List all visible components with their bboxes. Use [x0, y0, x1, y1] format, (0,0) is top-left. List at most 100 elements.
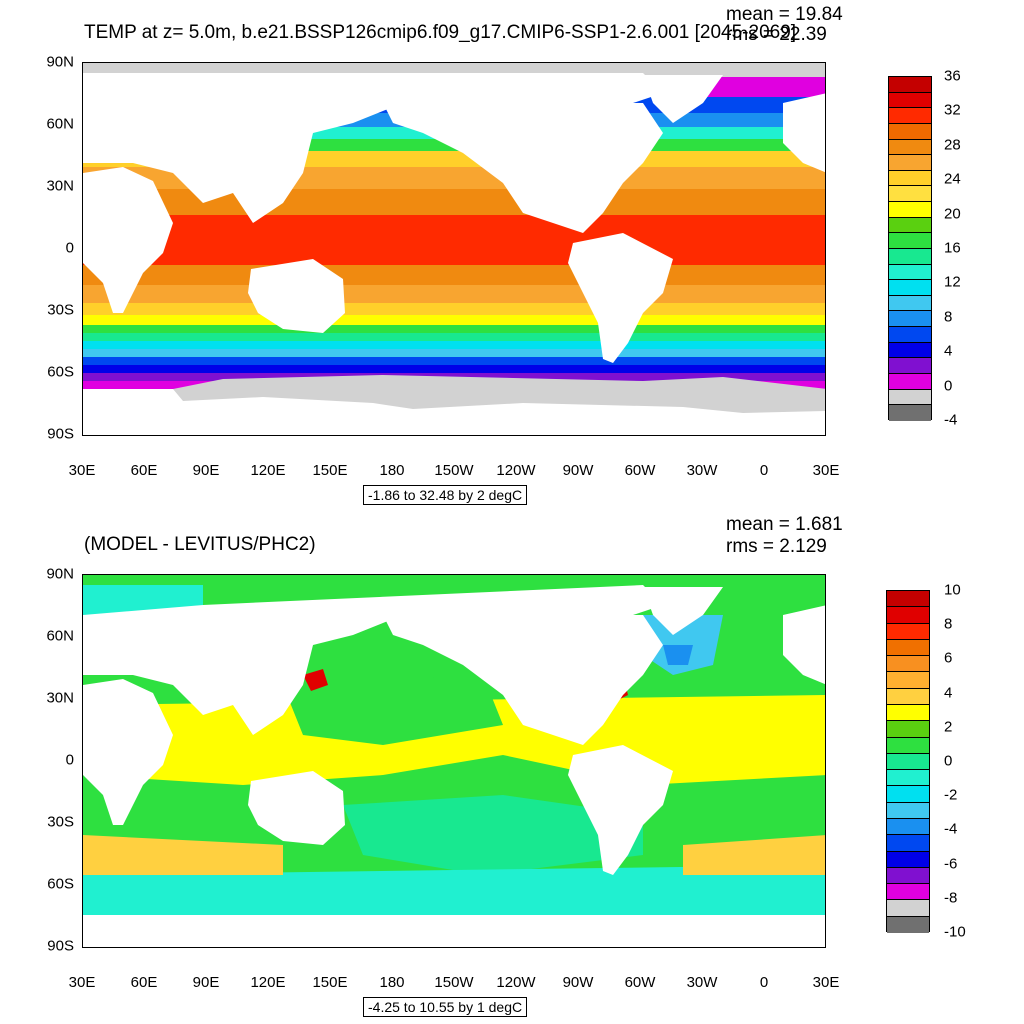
colorbar-label: 32 [944, 101, 961, 119]
colorbar-label: 36 [944, 67, 961, 85]
colorbar-swatch [887, 737, 929, 754]
colorbar-swatch [887, 818, 929, 836]
lon-label: 30E [68, 462, 96, 479]
lon-label: 60W [624, 462, 656, 479]
colorbar-label: -10 [944, 923, 966, 941]
colorbar-label: -6 [944, 855, 958, 873]
panel-title: TEMP at z= 5.0m, b.e21.BSSP126cmip6.f09_… [84, 22, 797, 43]
colorbar-swatch [889, 202, 931, 218]
temperature-panel: TEMP at z= 5.0m, b.e21.BSSP126cmip6.f09_… [46, 4, 961, 505]
colorbar-swatch [889, 217, 931, 234]
lon-label: 150E [312, 462, 348, 479]
colorbar-swatch [889, 327, 931, 343]
colorbar-swatch [887, 884, 929, 901]
lon-label: 90W [562, 974, 594, 991]
lat-label: 60N [46, 627, 74, 645]
lon-label: 120W [496, 462, 536, 479]
lon-label: 30E [812, 974, 840, 991]
colorbar-label: 6 [944, 649, 953, 667]
colorbar-swatch [887, 672, 929, 689]
lat-label: 90N [46, 565, 74, 583]
lat-label: 90S [47, 937, 74, 955]
lon-label: 150E [312, 974, 348, 991]
colorbar-swatch [887, 770, 929, 787]
lat-label: 30S [47, 301, 74, 319]
colorbar-label: 4 [944, 342, 953, 360]
colorbar-swatch [889, 358, 931, 374]
colorbar-label: -4 [944, 820, 958, 838]
colorbar-swatch [889, 139, 931, 156]
colorbar-swatch [889, 108, 931, 124]
colorbar-swatch [889, 123, 931, 140]
colorbar-label: 20 [944, 205, 961, 223]
lon-label: 90E [192, 974, 220, 991]
lon-label: 150W [434, 974, 474, 991]
colorbar [886, 590, 930, 933]
colorbar-label: -4 [944, 411, 958, 429]
colorbar-swatch [887, 656, 929, 673]
colorbar-swatch [889, 405, 931, 421]
colorbar-swatch [889, 170, 931, 187]
lat-label: 90S [47, 425, 74, 443]
lat-label: 30N [46, 177, 74, 195]
colorbar-label: 10 [944, 581, 961, 599]
colorbar-label: 24 [944, 170, 961, 188]
lon-label: 120E [250, 974, 286, 991]
colorbar-swatch [887, 916, 929, 933]
contour-range-label: -4.25 to 10.55 by 1 degC [363, 997, 528, 1017]
lon-label: 180 [379, 974, 405, 991]
lat-label: 90N [46, 53, 74, 71]
lon-label: 180 [379, 462, 405, 479]
colorbar-swatch [889, 155, 931, 171]
colorbar-swatch [887, 802, 929, 819]
lon-label: 30E [68, 974, 96, 991]
colorbar-swatch [887, 867, 929, 885]
lon-label: 0 [759, 974, 769, 991]
difference-map [82, 574, 826, 948]
colorbar-swatch [889, 373, 931, 390]
colorbar-swatch [887, 591, 929, 608]
lon-label: 30E [812, 462, 840, 479]
mean-value: mean = 1.681 [726, 514, 843, 535]
colorbar-swatch [889, 77, 931, 93]
lon-label: 60E [130, 462, 158, 479]
colorbar-label: -2 [944, 786, 958, 804]
panel-title: (MODEL - LEVITUS/PHC2) [84, 534, 316, 555]
colorbar-swatch [887, 851, 929, 868]
colorbar-swatch [887, 704, 929, 722]
colorbar-swatch [889, 311, 931, 327]
colorbar-swatch [889, 264, 931, 281]
colorbar-label: 28 [944, 136, 961, 154]
rms-value: rms = 2.129 [726, 536, 827, 557]
colorbar-swatch [889, 280, 931, 296]
lon-label: 60E [130, 974, 158, 991]
colorbar-swatch [887, 753, 929, 771]
lon-label: 60W [624, 974, 656, 991]
contour-range-label: -1.86 to 32.48 by 2 degC [363, 485, 528, 505]
colorbar-swatch [889, 342, 931, 359]
colorbar-swatch [887, 623, 929, 640]
lon-label: 0 [759, 462, 769, 479]
colorbar-label: -8 [944, 889, 958, 907]
mean-value: mean = 19.84 [726, 4, 843, 25]
colorbar-swatch [889, 389, 931, 406]
lat-label: 60S [47, 363, 74, 381]
lon-label: 90W [562, 462, 594, 479]
temperature-map [82, 62, 826, 436]
colorbar-swatch [887, 900, 929, 917]
colorbar-label: 2 [944, 718, 953, 736]
lon-label: 90E [192, 462, 220, 479]
colorbar-swatch [887, 607, 929, 624]
colorbar-swatch [887, 688, 929, 705]
rms-value: rms = 22.39 [726, 24, 827, 45]
lon-label: 120E [250, 462, 286, 479]
colorbar-label: 8 [944, 615, 953, 633]
colorbar-swatch [889, 248, 931, 265]
lon-label: 120W [496, 974, 536, 991]
lon-label: 30W [686, 974, 718, 991]
colorbar-label: 4 [944, 684, 953, 702]
colorbar-swatch [889, 92, 931, 109]
colorbar-label: 16 [944, 239, 961, 257]
lat-label: 60S [47, 875, 74, 893]
lat-label: 30N [46, 689, 74, 707]
